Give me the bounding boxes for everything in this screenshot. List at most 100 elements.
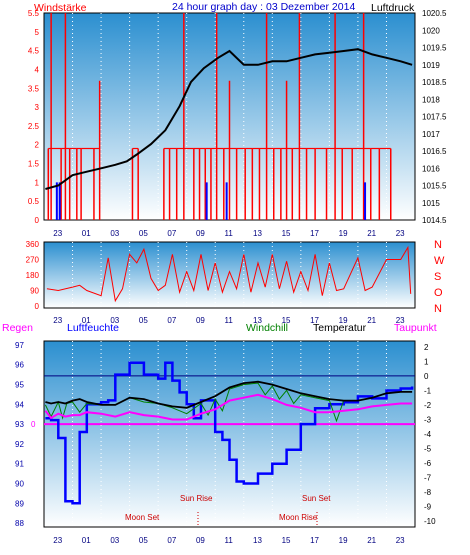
direction-x-tick-label: 05 — [139, 316, 148, 325]
pressure-y-tick-label: 1019 — [422, 61, 440, 70]
humidity-y-tick-label: 92 — [15, 440, 24, 449]
humidity-y-tick-label: 91 — [15, 460, 24, 469]
pressure-y-tick-label: 1017.5 — [422, 113, 447, 122]
temperature-y-tick-label: -10 — [424, 517, 436, 526]
wind-y-tick-label: 3.5 — [28, 84, 40, 93]
temperature-x-tick-label: 23 — [396, 536, 405, 545]
pressure-y-tick-label: 1015.5 — [422, 182, 447, 191]
wind-y-tick-label: 1 — [35, 178, 40, 187]
pressure-y-tick-label: 1016 — [422, 164, 440, 173]
direction-x-tick-label: 21 — [367, 316, 376, 325]
compass-label: N — [434, 239, 442, 251]
wind-direction-plot-area — [43, 241, 416, 309]
wind-y-tick-label: 4 — [35, 65, 40, 74]
direction-x-tick-label: 03 — [110, 316, 119, 325]
wind-axis-title: Windstärke — [34, 2, 87, 14]
temperature-y-tick-label: -5 — [424, 445, 432, 454]
direction-y-tick-label: 180 — [26, 271, 40, 280]
wind-x-tick-label: 15 — [282, 229, 291, 238]
compass-label: N — [434, 303, 442, 315]
wind-y-tick-label: 4.5 — [28, 47, 40, 56]
direction-x-tick-label: 19 — [339, 316, 348, 325]
wind-y-tick-label: 2.5 — [28, 122, 40, 131]
temperature-x-tick-label: 05 — [139, 536, 148, 545]
wind-y-tick-label: 3 — [35, 103, 40, 112]
wind-x-tick-label: 09 — [196, 229, 205, 238]
temperature-x-tick-label: 23 — [53, 536, 62, 545]
direction-x-tick-label: 07 — [167, 316, 176, 325]
temperature-y-tick-label: -7 — [424, 474, 432, 483]
temperature-plot-area — [43, 340, 416, 528]
compass-label: O — [434, 287, 443, 299]
humidity-y-tick-label: 96 — [15, 361, 24, 370]
direction-y-tick-label: 0 — [35, 302, 40, 311]
wind-x-tick-label: 13 — [253, 229, 262, 238]
temperature-x-tick-label: 19 — [339, 536, 348, 545]
wind-y-tick-label: 2 — [35, 141, 40, 150]
pressure-y-tick-label: 1017 — [422, 130, 440, 139]
temperature-y-tick-label: -8 — [424, 488, 432, 497]
direction-x-tick-label: 23 — [396, 316, 405, 325]
temperature-x-tick-label: 13 — [253, 536, 262, 545]
pressure-y-tick-label: 1018.5 — [422, 78, 447, 87]
direction-x-tick-label: 23 — [53, 316, 62, 325]
humidity-line — [45, 361, 414, 505]
humidity-y-tick-label: 95 — [15, 381, 24, 390]
direction-x-tick-label: 09 — [196, 316, 205, 325]
temperature-y-tick-label: -1 — [424, 386, 432, 395]
temperature-x-tick-label: 07 — [167, 536, 176, 545]
direction-x-tick-label: 01 — [82, 316, 91, 325]
temperature-y-tick-label: -2 — [424, 401, 432, 410]
direction-x-tick-label: 17 — [310, 316, 319, 325]
pressure-y-tick-label: 1015 — [422, 199, 440, 208]
wind-x-tick-label: 05 — [139, 229, 148, 238]
chart-title: 24 hour graph day : 03 Dezember 2014 — [172, 1, 355, 13]
wind-pressure-gridlines — [72, 13, 387, 220]
windchill-line — [44, 382, 413, 423]
wind-y-tick-label: 5.5 — [28, 9, 40, 18]
legend-dewpoint: Taupunkt — [394, 322, 437, 334]
temperature-y-tick-label: 1 — [424, 357, 429, 366]
wind-x-tick-label: 21 — [367, 229, 376, 238]
direction-x-tick-label: 13 — [253, 316, 262, 325]
rain-zero-label: 0 — [31, 420, 36, 429]
pressure-y-tick-label: 1016.5 — [422, 147, 447, 156]
temperature-x-tick-label: 11 — [225, 536, 234, 545]
wind-x-tick-label: 17 — [310, 229, 319, 238]
wind-x-tick-label: 07 — [167, 229, 176, 238]
wind-y-tick-label: 5 — [35, 28, 40, 37]
pressure-y-tick-label: 1019.5 — [422, 44, 447, 53]
sun-rise-annotation: Sun Rise — [180, 494, 213, 503]
wind-y-tick-label: 1.5 — [28, 160, 40, 169]
pressure-y-tick-label: 1014.5 — [422, 216, 447, 225]
wind-direction-marks — [46, 245, 412, 303]
temperature-gridlines — [72, 341, 387, 527]
temperature-x-tick-label: 03 — [110, 536, 119, 545]
moon-rise-annotation: Moon Rise — [279, 513, 318, 522]
wind-direction-line — [46, 245, 412, 303]
direction-y-tick-label: 270 — [26, 256, 40, 265]
temperature-y-tick-label: -4 — [424, 430, 432, 439]
direction-x-tick-label: 11 — [225, 316, 234, 325]
humidity-y-tick-label: 90 — [15, 479, 24, 488]
pressure-line — [45, 48, 413, 190]
axis-ticks: 00.511.522.533.544.555.51014.510151015.5… — [15, 9, 447, 545]
direction-y-tick-label: 90 — [30, 287, 39, 296]
moon-set-annotation: Moon Set — [125, 513, 160, 522]
compass-label: S — [434, 271, 441, 283]
humidity-y-tick-label: 93 — [15, 420, 24, 429]
temperature-x-tick-label: 21 — [367, 536, 376, 545]
temperature-y-tick-label: 0 — [424, 372, 429, 381]
wind-y-tick-label: 0 — [35, 216, 40, 225]
humidity-y-tick-label: 97 — [15, 341, 24, 350]
wind-y-tick-label: 0.5 — [28, 197, 40, 206]
wind-pressure-marks — [45, 13, 413, 220]
pressure-axis-title: Luftdruck — [371, 2, 415, 14]
legend-humidity: Luftfeuchte — [67, 322, 119, 334]
temperature-y-tick-label: -9 — [424, 503, 432, 512]
legend-temperature: Temperatur — [313, 322, 367, 334]
wind-x-tick-label: 23 — [53, 229, 62, 238]
